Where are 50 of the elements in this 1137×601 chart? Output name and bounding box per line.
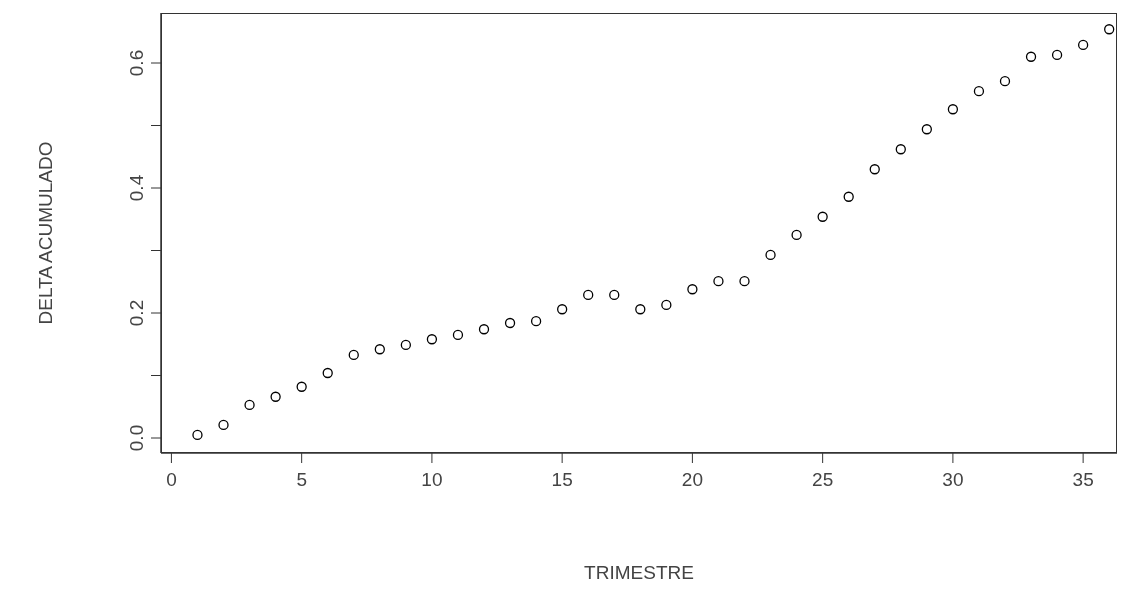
point [791,229,802,241]
y-tick-label: 0.2 [126,299,147,327]
y-tick-label: 0.4 [126,174,147,202]
point [999,75,1011,87]
point [947,104,959,115]
x-tick-label: 15 [551,469,573,491]
point [426,334,438,345]
point [478,324,490,335]
point [921,124,932,135]
x-tick-label: 20 [681,469,703,491]
point [817,211,828,222]
x-tick-label: 10 [421,469,443,491]
x-tick-label: 30 [942,469,964,491]
point [504,317,516,329]
point [661,299,672,311]
point [713,275,724,287]
point [869,164,880,175]
point [583,289,594,301]
point [348,349,359,361]
point [1077,39,1089,51]
x-tick-label: 0 [166,469,177,491]
point [687,284,698,295]
point [1104,24,1115,35]
point [400,339,412,351]
point [843,191,854,202]
x-tick-label: 35 [1072,469,1094,491]
point [973,85,985,97]
x-tick-label: 5 [296,469,307,491]
point [322,367,333,379]
point [1051,49,1063,61]
point [635,304,646,315]
point [1025,51,1037,62]
point [609,289,620,301]
point [557,304,568,315]
point [765,249,776,261]
point [739,275,750,287]
point [374,344,385,355]
y-axis-title: DELTA ACUMULADO [34,141,56,325]
x-axis-title: TRIMESTRE [584,562,694,583]
point [895,144,906,155]
point [296,381,307,392]
point [218,419,229,431]
y-tick-label: 0.0 [126,424,147,452]
point [270,391,281,402]
point [192,429,203,441]
y-tick-label: 0.6 [126,49,147,77]
x-tick-label: 25 [812,469,834,491]
point [530,315,542,327]
point [452,329,464,341]
point [244,399,255,411]
